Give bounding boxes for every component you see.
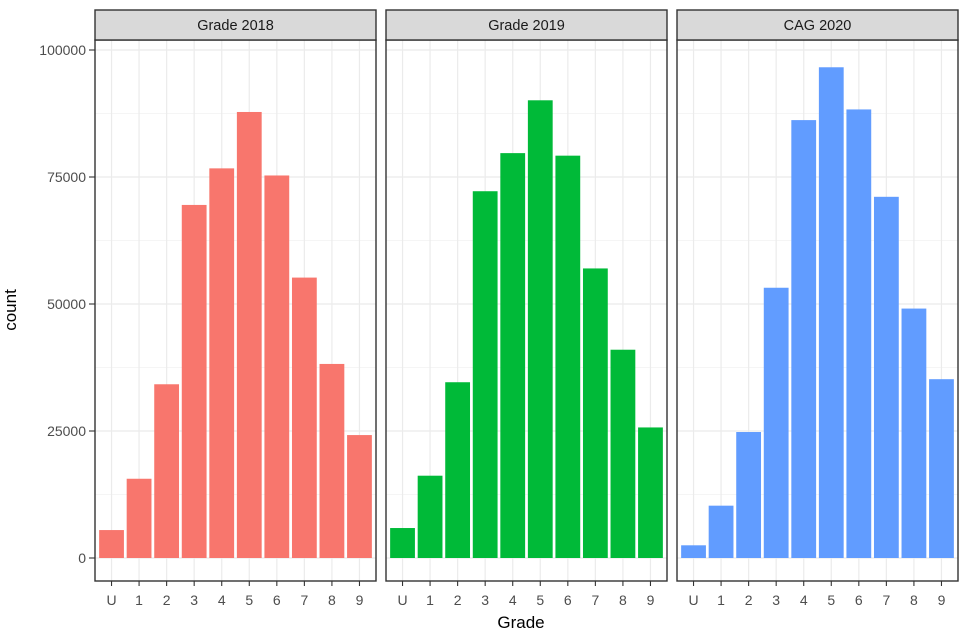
x-tick-label: 1 [135, 592, 143, 608]
y-tick-label: 25000 [47, 423, 86, 439]
x-tick-label: U [106, 592, 116, 608]
bar-7 [582, 268, 608, 558]
x-tick-label: U [397, 592, 407, 608]
bar-1 [417, 475, 443, 558]
bar-8 [901, 308, 927, 558]
x-tick-label: U [688, 592, 698, 608]
y-tick-label: 100000 [39, 42, 86, 58]
bar-3 [763, 287, 789, 558]
x-tick-label: 8 [619, 592, 627, 608]
y-axis-title: count [1, 289, 20, 331]
x-tick-label: 7 [300, 592, 308, 608]
bar-U [99, 530, 124, 558]
facet-title: CAG 2020 [784, 18, 852, 34]
x-tick-label: 8 [910, 592, 918, 608]
bar-5 [527, 100, 553, 559]
bar-8 [610, 349, 636, 558]
x-tick-label: 4 [509, 592, 517, 608]
bar-1 [126, 478, 152, 558]
bar-2 [154, 384, 180, 558]
x-tick-label: 4 [800, 592, 808, 608]
x-tick-label: 4 [218, 592, 226, 608]
bar-3 [472, 191, 498, 558]
x-tick-label: 7 [882, 592, 890, 608]
x-tick-label: 9 [647, 592, 655, 608]
bar-9 [638, 427, 663, 558]
x-tick-label: 1 [426, 592, 434, 608]
x-tick-label: 3 [772, 592, 780, 608]
y-tick-label: 75000 [47, 169, 86, 185]
bar-3 [181, 204, 207, 558]
bar-U [390, 528, 415, 558]
facet-strip [94, 9, 377, 41]
bar-6 [846, 109, 872, 558]
facet-strip [385, 9, 668, 41]
bar-7 [291, 277, 317, 558]
facet-strip [676, 9, 959, 41]
x-tick-label: 8 [328, 592, 336, 608]
x-tick-label: 3 [481, 592, 489, 608]
bar-4 [209, 168, 235, 558]
y-tick-label: 50000 [47, 296, 86, 312]
y-tick-label: 0 [78, 550, 86, 566]
x-tick-label: 6 [855, 592, 863, 608]
bar-5 [236, 111, 262, 558]
bar-9 [347, 435, 372, 558]
x-tick-label: 2 [163, 592, 171, 608]
x-tick-label: 6 [564, 592, 572, 608]
x-tick-label: 3 [190, 592, 198, 608]
x-tick-label: 5 [245, 592, 253, 608]
bar-6 [264, 175, 290, 558]
bar-4 [791, 120, 817, 558]
bar-2 [736, 432, 762, 558]
x-tick-label: 2 [745, 592, 753, 608]
x-tick-label: 5 [827, 592, 835, 608]
x-tick-label: 9 [356, 592, 364, 608]
facet-title: Grade 2018 [197, 18, 274, 34]
bar-4 [500, 153, 526, 558]
bar-9 [929, 379, 954, 558]
x-tick-label: 9 [938, 592, 946, 608]
x-axis-title: Grade [497, 613, 544, 632]
x-tick-label: 7 [591, 592, 599, 608]
bar-1 [708, 505, 734, 558]
x-tick-label: 6 [273, 592, 281, 608]
x-tick-label: 5 [536, 592, 544, 608]
bar-8 [319, 363, 345, 558]
bar-U [681, 545, 706, 558]
bar-5 [818, 67, 844, 558]
facet-title: Grade 2019 [488, 18, 565, 34]
bar-6 [555, 155, 581, 558]
x-tick-label: 2 [454, 592, 462, 608]
x-tick-label: 1 [717, 592, 725, 608]
bar-7 [873, 196, 899, 558]
bar-2 [445, 382, 471, 558]
